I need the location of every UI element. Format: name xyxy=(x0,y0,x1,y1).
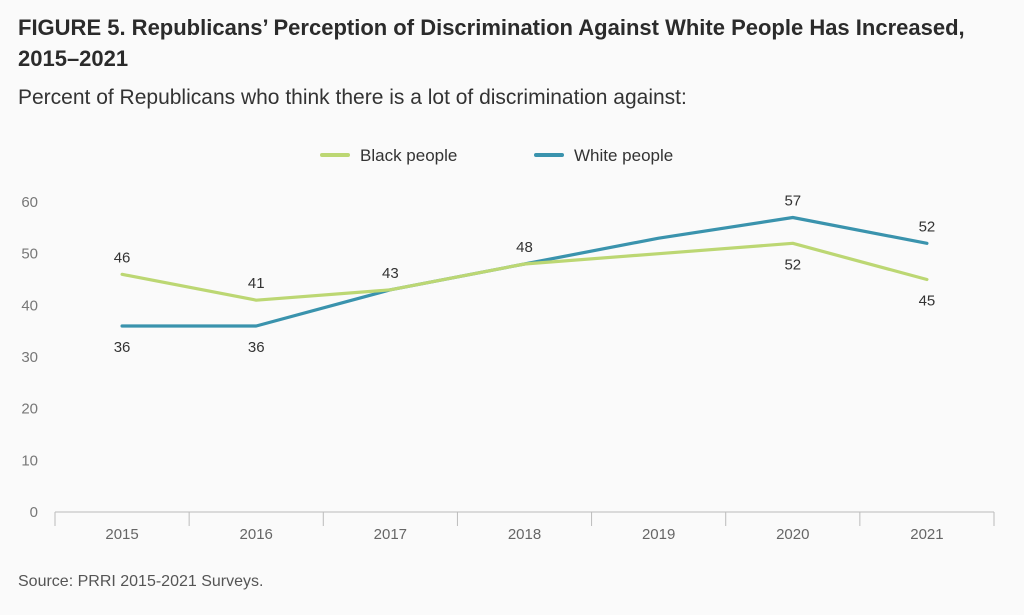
legend-label-1: White people xyxy=(574,146,673,165)
y-axis: 0 10 20 30 40 50 60 xyxy=(21,194,38,521)
y-tick-label: 20 xyxy=(21,401,38,418)
x-tick-label: 2018 xyxy=(508,526,541,543)
data-label: 48 xyxy=(516,239,533,256)
chart-title: FIGURE 5. Republicans’ Perception of Dis… xyxy=(18,15,965,71)
data-label: 36 xyxy=(114,339,131,356)
x-axis: 2015 2016 2017 2018 2019 2020 2021 xyxy=(54,511,995,543)
source-note: Source: PRRI 2015-2021 Surveys. xyxy=(18,573,264,590)
y-tick-label: 30 xyxy=(21,349,38,366)
x-tick-label: 2016 xyxy=(240,526,273,543)
data-label: 36 xyxy=(248,339,265,356)
x-tick-label: 2015 xyxy=(105,526,138,543)
y-tick-label: 50 xyxy=(21,246,38,263)
data-label: 52 xyxy=(919,218,936,235)
data-label: 41 xyxy=(248,275,265,292)
y-tick-label: 0 xyxy=(30,504,38,521)
chart-legend: Black people White people xyxy=(320,146,673,165)
y-tick-label: 10 xyxy=(21,452,38,469)
series-line-1 xyxy=(120,215,929,328)
x-tick-label: 2021 xyxy=(910,526,943,543)
legend-label-0: Black people xyxy=(360,146,457,165)
x-tick-label: 2017 xyxy=(374,526,407,543)
data-label: 46 xyxy=(114,249,131,266)
chart-subtitle: Percent of Republicans who think there i… xyxy=(18,86,687,109)
y-tick-label: 60 xyxy=(21,194,38,211)
data-label: 57 xyxy=(784,193,801,210)
data-label: 52 xyxy=(784,256,801,273)
data-label: 45 xyxy=(919,293,936,310)
y-tick-label: 40 xyxy=(21,297,38,314)
x-tick-label: 2020 xyxy=(776,526,809,543)
data-label: 43 xyxy=(382,265,399,282)
data-labels: 46 41 43 48 52 45 36 36 57 52 xyxy=(114,193,936,357)
x-tick-label: 2019 xyxy=(642,526,675,543)
series-line-0 xyxy=(120,241,929,302)
series-lines xyxy=(120,215,929,328)
